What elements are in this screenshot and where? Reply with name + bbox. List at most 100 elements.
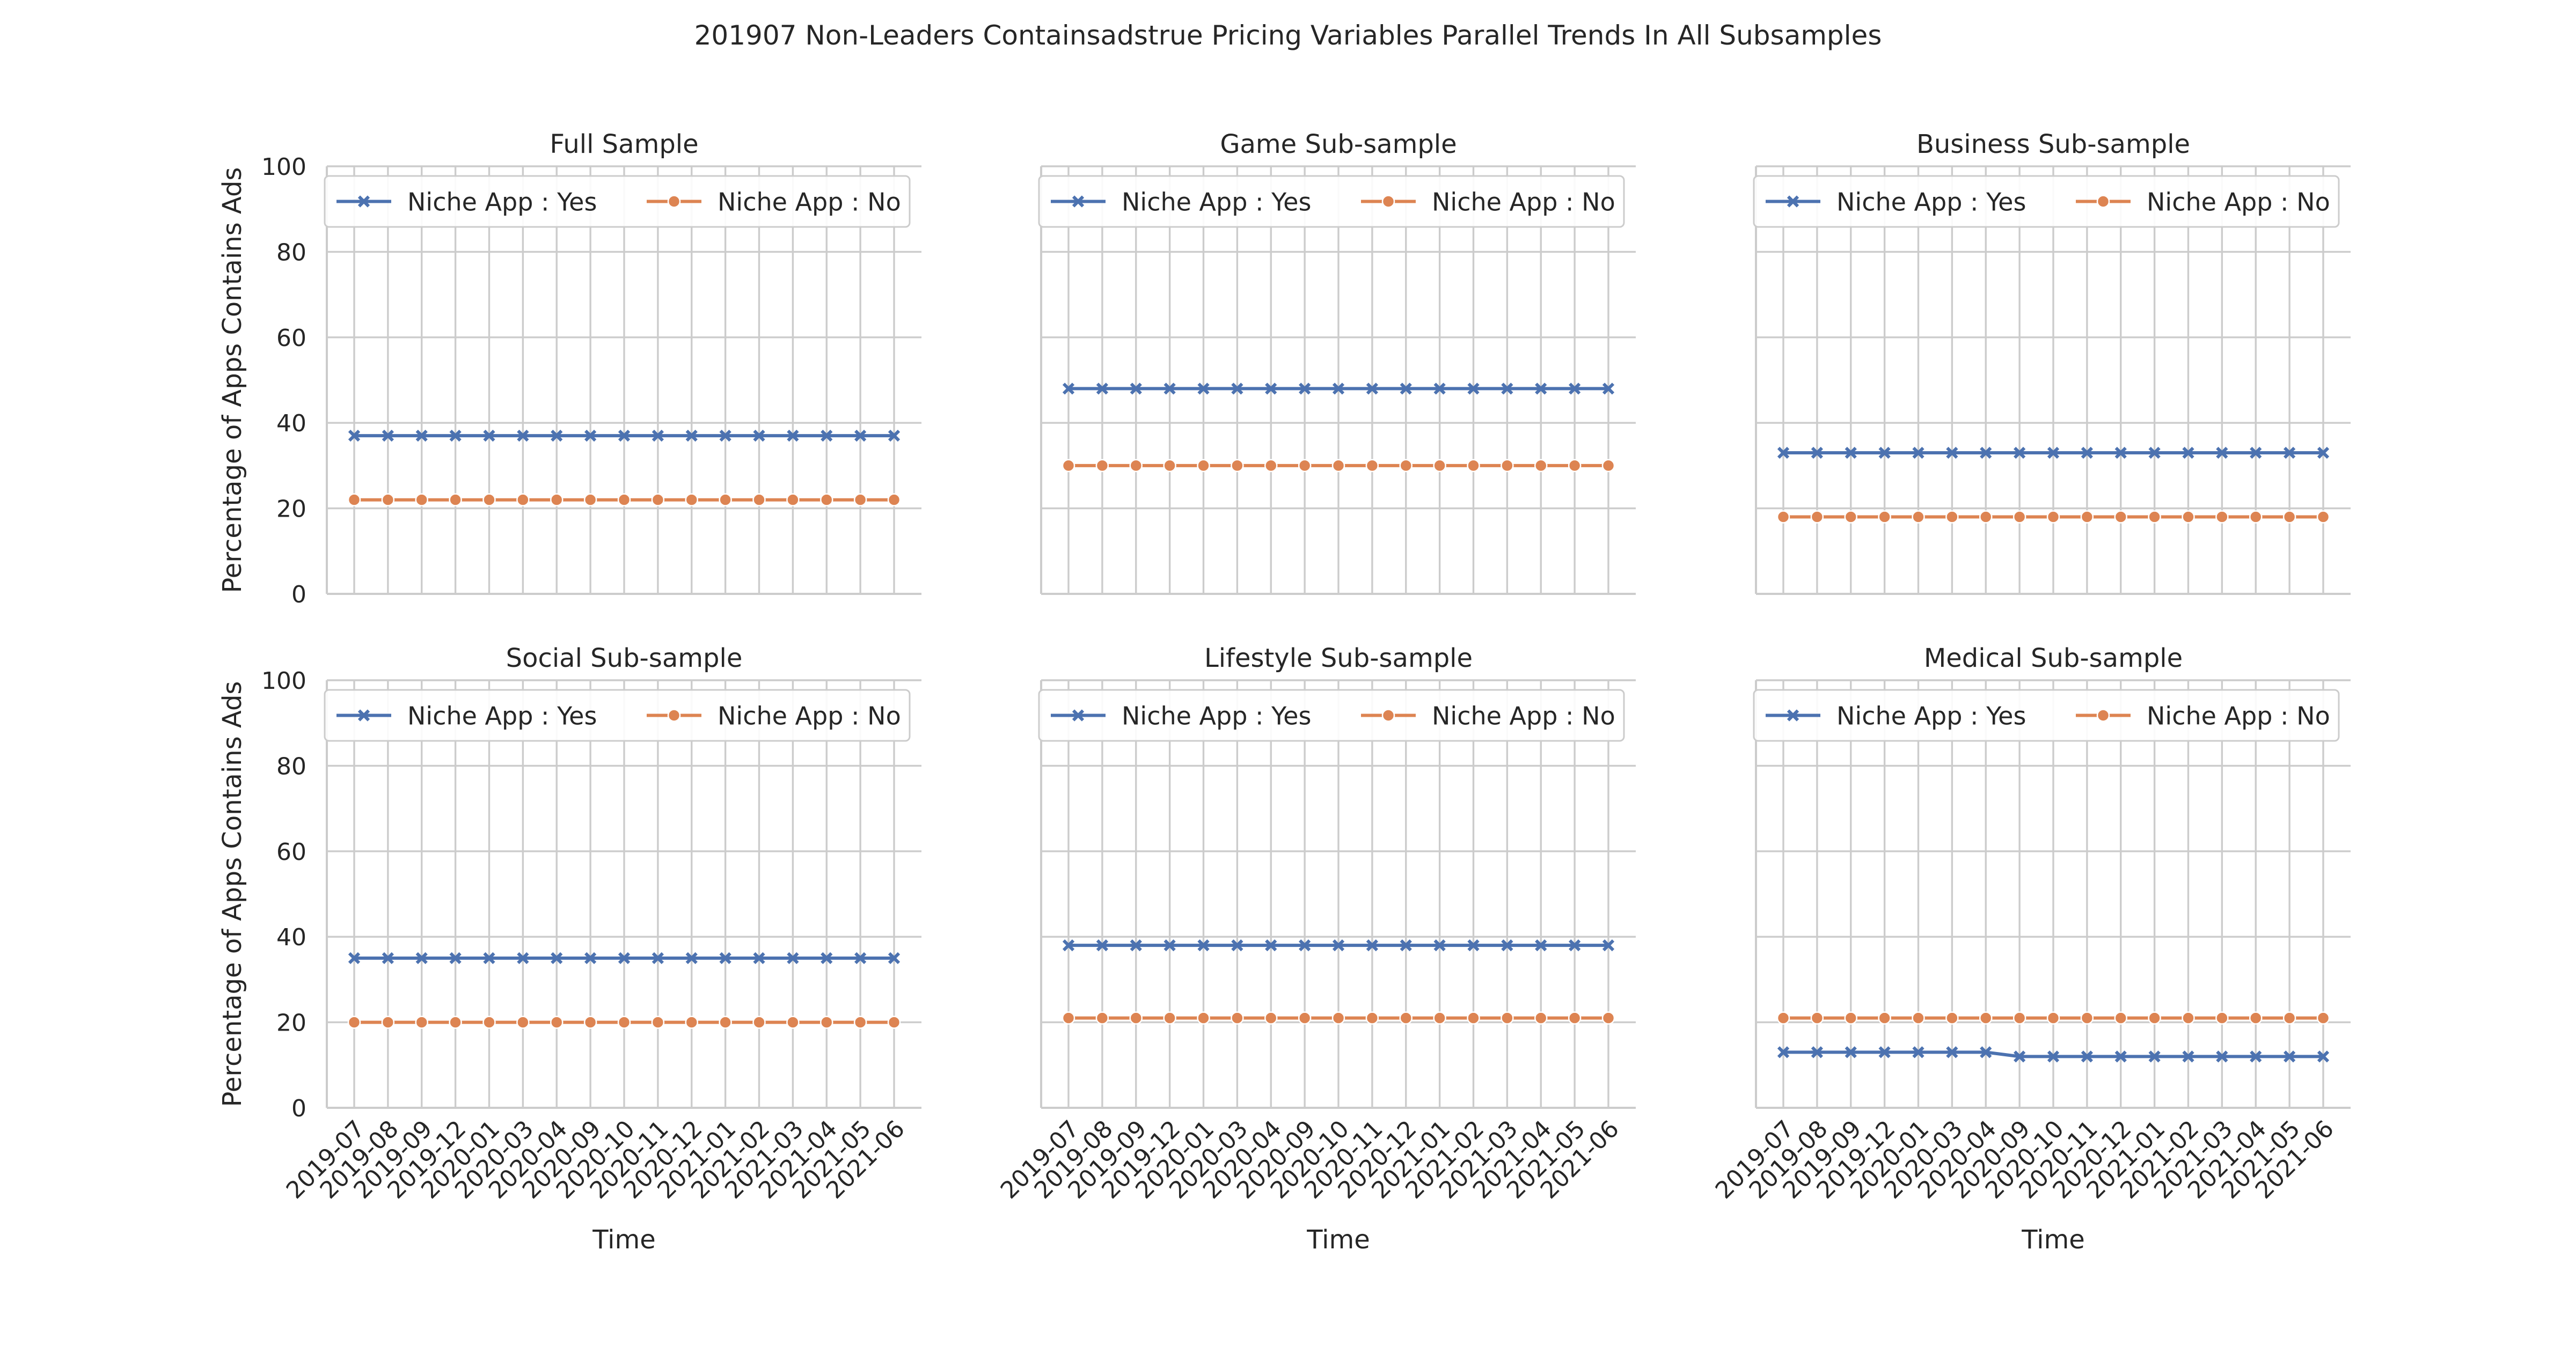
legend-marker	[1072, 709, 1085, 722]
data-point-no	[2114, 510, 2127, 524]
data-point-yes-b	[2081, 1050, 2093, 1063]
data-point-yes-b	[517, 952, 529, 965]
data-point-yes-b	[415, 952, 428, 965]
data-point-no	[2282, 1011, 2296, 1025]
data-point-yes	[1130, 383, 1142, 395]
data-point-no	[2249, 1011, 2263, 1025]
data-point-yes	[618, 429, 631, 442]
data-point-no	[1534, 459, 1548, 473]
chart-title: Game Sub-sample	[1220, 129, 1457, 159]
data-point-yes-b	[1062, 939, 1075, 952]
data-point-yes	[348, 429, 361, 442]
legend-label: Niche App : No	[1432, 702, 1615, 731]
data-point-no	[1163, 1011, 1176, 1025]
data-point-yes-b	[719, 429, 731, 442]
data-point-yes	[753, 952, 765, 965]
legend-label: Niche App : Yes	[1836, 702, 2026, 731]
data-point-yes	[1878, 1046, 1891, 1058]
data-point-no	[1095, 459, 1109, 473]
data-point-yes-b	[1197, 383, 1210, 395]
data-point-yes-b	[1845, 1046, 1857, 1058]
data-point-yes	[1467, 383, 1480, 395]
data-point-yes-b	[517, 429, 529, 442]
data-point-yes	[1163, 383, 1176, 395]
data-point-yes-b	[1265, 383, 1277, 395]
data-point-yes	[1433, 383, 1446, 395]
data-point-no	[2182, 1011, 2195, 1025]
data-point-yes	[719, 429, 731, 442]
data-point-no	[651, 1016, 665, 1029]
data-point-yes	[1535, 383, 1547, 395]
data-point-no	[482, 1016, 496, 1029]
legend-marker	[357, 709, 370, 722]
chart-title: Social Sub-sample	[506, 643, 743, 673]
data-point-no	[550, 1016, 564, 1029]
data-point-yes-b	[1366, 383, 1378, 395]
data-point-yes-b	[1130, 939, 1142, 952]
data-point-no	[1810, 510, 1824, 524]
data-point-yes	[551, 952, 563, 965]
legend-marker	[667, 195, 681, 208]
data-point-yes-b	[652, 952, 664, 965]
data-point-yes	[584, 952, 597, 965]
y-tick-label: 0	[291, 1095, 306, 1122]
data-point-yes-b	[1878, 1046, 1891, 1058]
data-point-yes	[1332, 383, 1345, 395]
data-point-no	[853, 1016, 867, 1029]
data-point-no	[1231, 1011, 1244, 1025]
data-point-yes	[483, 429, 495, 442]
data-point-no	[1433, 1011, 1446, 1025]
data-point-yes-b	[1602, 383, 1615, 395]
data-point-yes	[1231, 383, 1243, 395]
data-point-yes	[1197, 383, 1210, 395]
data-point-yes-b	[1130, 383, 1142, 395]
data-point-no	[1062, 1011, 1075, 1025]
data-point-no	[887, 1016, 901, 1029]
data-point-yes-b	[1946, 446, 1958, 459]
data-point-no	[1264, 459, 1278, 473]
data-point-yes-b	[348, 952, 361, 965]
y-tick-label: 80	[276, 239, 306, 266]
data-point-no	[2012, 510, 2026, 524]
data-point-yes-b	[2216, 1050, 2228, 1063]
legend-marker	[1787, 709, 1799, 722]
chart-title: Medical Sub-sample	[1924, 643, 2183, 673]
data-point-no	[1912, 510, 1925, 524]
data-point-yes	[1130, 939, 1142, 952]
data-point-yes-b	[2114, 1050, 2127, 1063]
data-point-yes	[2081, 1050, 2093, 1063]
figure-title: 201907 Non-Leaders Containsadstrue Prici…	[694, 20, 1882, 51]
data-point-no	[786, 1016, 800, 1029]
y-tick-label: 0	[291, 581, 306, 608]
data-point-yes	[1845, 1046, 1857, 1058]
legend-label: Niche App : No	[1432, 188, 1615, 217]
legend-label: Niche App : Yes	[1122, 188, 1311, 217]
data-point-no	[449, 493, 462, 506]
y-tick-label: 60	[276, 839, 306, 866]
data-point-no	[1231, 459, 1244, 473]
data-point-no	[1945, 510, 1959, 524]
data-point-yes	[1366, 383, 1378, 395]
data-point-yes-b	[2182, 1050, 2194, 1063]
data-point-yes-b	[1231, 939, 1243, 952]
data-point-yes	[1096, 383, 1108, 395]
data-point-yes	[1980, 1046, 1992, 1058]
data-point-yes	[1400, 383, 1412, 395]
data-point-yes-b	[2148, 1050, 2161, 1063]
legend-label: Niche App : No	[718, 702, 901, 731]
data-point-no	[1467, 1011, 1480, 1025]
y-tick-label: 20	[276, 496, 306, 523]
data-point-yes-b	[618, 952, 631, 965]
data-point-no	[1433, 459, 1446, 473]
data-point-no	[1501, 1011, 1514, 1025]
data-point-no	[1844, 510, 1857, 524]
data-point-yes	[1980, 446, 1992, 459]
data-point-yes	[888, 429, 901, 442]
data-point-yes-b	[1912, 446, 1924, 459]
data-point-yes	[652, 429, 664, 442]
data-point-yes-b	[1811, 446, 1823, 459]
data-point-yes-b	[1299, 939, 1311, 952]
data-point-yes	[2317, 446, 2330, 459]
data-point-yes-b	[1501, 383, 1513, 395]
data-point-no	[415, 1016, 428, 1029]
